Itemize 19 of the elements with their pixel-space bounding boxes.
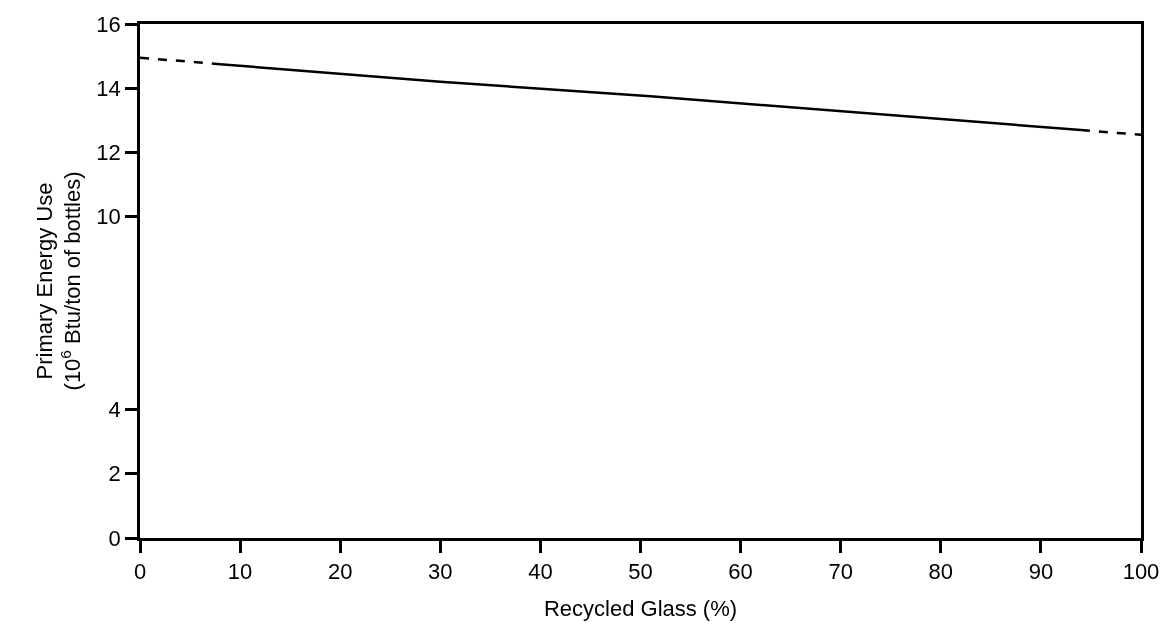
- x-tick-label: 10: [227, 559, 253, 585]
- x-axis-title: Recycled Glass (%): [543, 596, 738, 622]
- x-tick-label: 40: [528, 559, 553, 585]
- x-tick-label: 20: [327, 559, 353, 585]
- y-tick-label: 0: [108, 525, 121, 551]
- x-tick-label: 100: [1122, 559, 1160, 585]
- y-tick-label: 16: [96, 11, 121, 37]
- x-tick-label: 90: [1028, 559, 1054, 585]
- x-tick-label: 0: [133, 559, 147, 585]
- x-tick-label: 80: [928, 559, 954, 585]
- x-tick-label: 30: [428, 559, 453, 585]
- y-tick-label: 2: [108, 461, 121, 487]
- x-tick-label: 50: [628, 559, 653, 585]
- y-tick-label: 4: [108, 397, 121, 423]
- x-tick-label: 70: [828, 559, 853, 585]
- y-tick-label: 10: [96, 204, 121, 230]
- x-tick-label: 60: [728, 559, 753, 585]
- y-tick-label: 14: [96, 75, 121, 101]
- y-tick-label: 12: [96, 140, 121, 166]
